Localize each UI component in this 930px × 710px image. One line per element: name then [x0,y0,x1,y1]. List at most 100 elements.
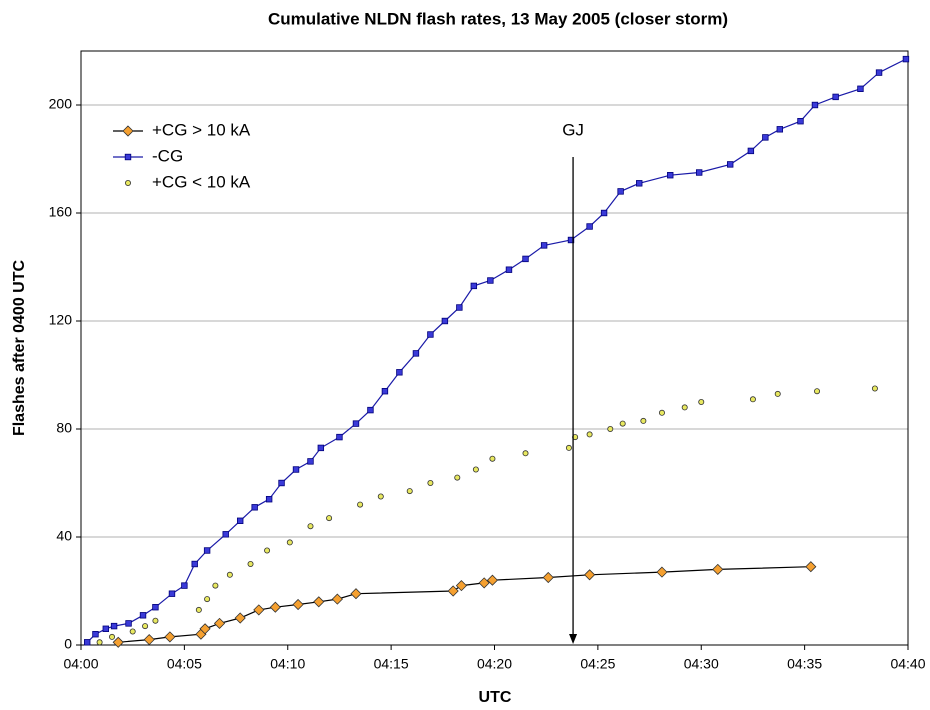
square-marker [456,304,463,311]
circle-marker [454,474,461,481]
x-tick-label: 04:25 [580,656,615,672]
x-tick-label: 04:40 [890,656,925,672]
diamond-marker [584,569,596,581]
circle-marker [619,420,626,427]
square-marker [875,69,883,76]
circle-marker [565,444,572,451]
legend-marker [125,179,132,186]
square-marker [92,631,99,638]
square-marker [832,93,839,101]
circle-marker [307,523,314,530]
circle-marker [129,628,136,635]
diamond-marker [478,577,490,589]
square-marker [600,209,608,217]
square-marker [857,85,864,92]
circle-marker [658,409,665,416]
square-marker [307,458,314,465]
square-marker [776,126,784,133]
circle-marker [814,388,821,395]
square-marker [396,369,403,376]
chart-title: Cumulative NLDN flash rates, 13 May 2005… [268,9,728,28]
series-line [118,566,811,643]
square-marker [540,242,548,249]
arrow-head [569,634,578,644]
diamond-marker [313,596,325,608]
series [96,385,878,646]
circle-marker [357,501,364,508]
diamond-marker [213,617,226,629]
series [112,561,817,648]
diamond-marker [331,593,343,605]
legend-text: +CG > 10 kA [152,120,251,139]
circle-marker [698,398,705,405]
square-marker [125,620,132,627]
diamond-marker [447,585,459,597]
annotation-text: GJ [562,120,584,139]
diamond-marker [143,634,155,646]
x-tick-label: 04:20 [477,656,512,672]
circle-marker [586,431,593,438]
square-marker [586,223,593,230]
square-marker [222,531,229,538]
circle-marker [522,450,529,457]
square-marker [617,188,624,195]
circle-marker [326,515,333,522]
y-tick-label: 160 [49,204,73,220]
diamond-marker [234,612,246,624]
square-marker [762,134,769,141]
diamond-marker [292,598,304,611]
diamond-marker [112,636,124,648]
square-marker [381,387,389,395]
square-marker [336,433,343,441]
circle-marker [152,617,159,624]
legend-text: +CG < 10 kA [152,172,251,191]
circle-marker [406,488,413,495]
square-marker [902,55,910,63]
x-tick-label: 04:35 [787,656,822,672]
circle-marker [204,596,211,603]
square-marker [726,161,734,168]
diamond-marker [542,571,554,584]
circle-marker [264,547,271,554]
square-marker [152,604,159,611]
square-marker [139,612,147,619]
diamond-marker [269,601,281,613]
legend-marker [124,153,132,161]
diamond-marker [712,563,724,575]
square-marker [811,101,819,109]
diamond-marker [350,588,362,600]
y-tick-label: 80 [56,420,72,436]
square-marker [747,147,755,155]
square-marker [251,504,258,511]
diamond-marker [199,623,211,635]
diamond-marker [805,561,817,573]
circle-marker [871,385,878,392]
circle-marker [749,396,756,403]
diamond-marker [486,574,498,586]
square-marker [317,444,325,452]
y-tick-label: 40 [56,528,72,544]
circle-marker [195,606,202,613]
circle-marker [472,466,479,473]
circle-marker [96,639,103,646]
square-marker [203,547,211,554]
diamond-marker [656,566,668,578]
legend-marker [122,125,134,137]
square-marker [636,180,643,187]
square-marker [352,420,360,427]
x-tick-label: 04:30 [684,656,719,672]
y-tick-label: 0 [64,636,72,652]
square-marker [191,560,198,568]
series [84,55,910,646]
square-marker [505,266,513,273]
square-marker [427,331,434,338]
x-tick-label: 04:00 [63,656,98,672]
square-marker [110,622,118,630]
circle-marker [286,539,293,546]
square-marker [797,118,804,125]
x-tick-label: 04:10 [270,656,305,672]
series-line [86,58,907,643]
square-marker [667,171,674,179]
square-marker [441,317,449,325]
